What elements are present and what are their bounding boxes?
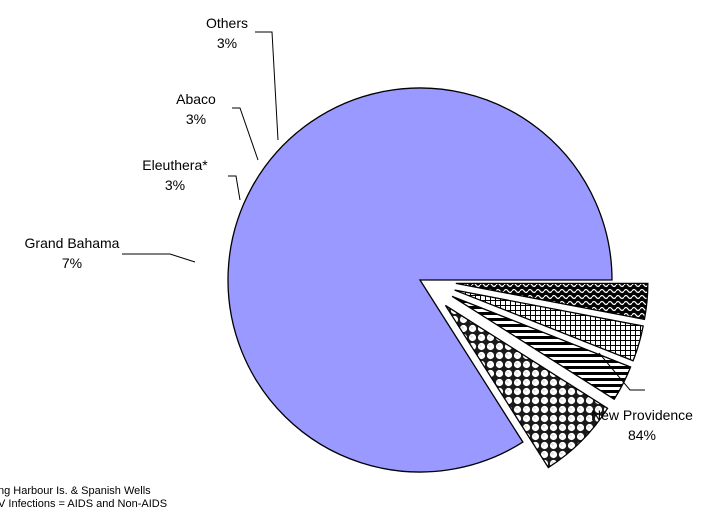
slice-value-label: 3% [217,35,237,51]
leader-line [255,31,279,141]
pie-slice-others [455,282,649,321]
slice-value-label: 84% [628,427,656,443]
slice-value-label: 7% [62,255,82,271]
slice-value-label: 3% [165,177,185,193]
pie-slice-eleuthera [451,295,632,401]
slice-value-label: 3% [186,111,206,127]
slice-label: New Providence [591,407,693,423]
pie-slice-new-providence [227,87,613,473]
slice-label: Eleuthera* [142,157,208,173]
pie-slice-grand-bahama [444,304,609,469]
footnote: ng Harbour Is. & Spanish Wells [0,485,151,497]
leader-line [122,253,196,263]
slice-label: Others [206,15,248,31]
leader-line [228,175,241,201]
leader-line [232,107,259,161]
slice-label: Abaco [176,91,216,107]
slice-label: Grand Bahama [25,235,120,251]
leader-line [598,352,645,391]
pie-slice-abaco [454,289,644,362]
footnote: V Infections = AIDS and Non-AIDS [0,498,167,510]
